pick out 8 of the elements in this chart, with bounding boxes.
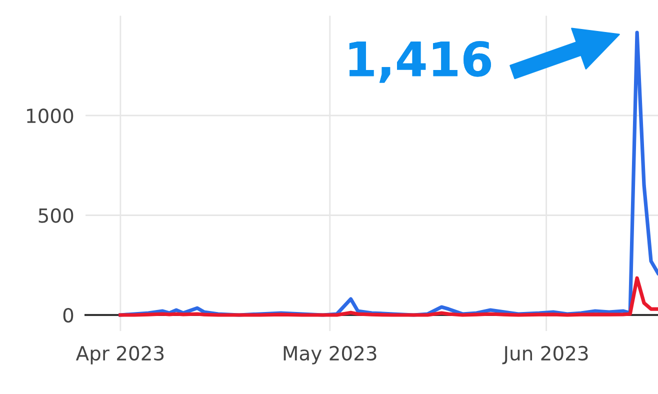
y-tick-label: 500: [38, 208, 74, 223]
x-tick-label: Jun 2023: [502, 346, 588, 364]
y-tick-label: 1000: [27, 108, 74, 124]
x-tick-label: May 2023: [284, 346, 376, 364]
line-series: [118, 276, 658, 317]
y-tick-label: 0: [63, 308, 74, 323]
annotation: 1,416: [349, 41, 491, 83]
x-tick-label: Apr 2023: [76, 346, 164, 364]
